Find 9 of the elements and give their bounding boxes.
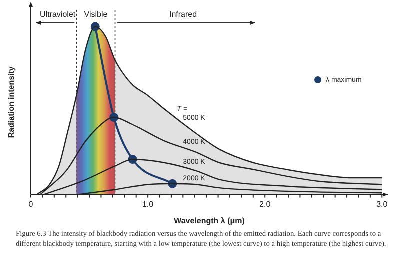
x-axis-title: Wavelength λ (μm) — [174, 216, 246, 226]
x-tick-label: 0 — [28, 200, 34, 209]
x-tick-label: 1.0 — [142, 200, 154, 209]
x-tick-label: 3.0 — [376, 200, 388, 209]
y-axis-title: Radiation intensity — [7, 66, 16, 138]
text: Ultraviolet — [40, 10, 76, 20]
band-label: Visible — [84, 10, 108, 20]
text: Infrared — [169, 10, 198, 20]
x-tick-label: 2.0 — [260, 200, 272, 209]
